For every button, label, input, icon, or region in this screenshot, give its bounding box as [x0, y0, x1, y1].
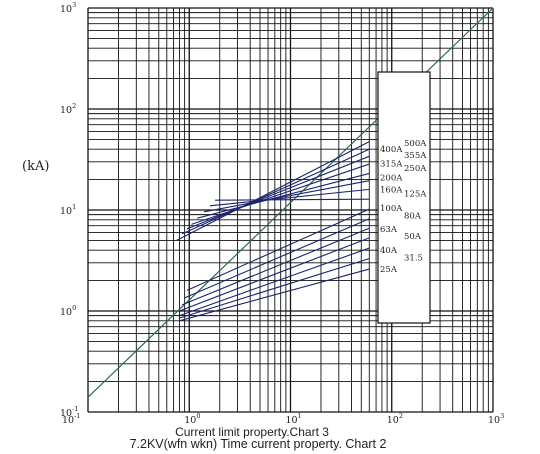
x-tick-label: 102: [387, 412, 403, 426]
tick-exponent: 1: [298, 412, 302, 420]
series-line-63a: [181, 227, 370, 306]
series-label-right: 50A: [404, 232, 422, 242]
y-tick-label: 100: [60, 304, 76, 318]
tick-exponent: 1: [72, 203, 76, 211]
series-label-left: 200A: [380, 173, 403, 183]
legend-panel: [377, 71, 431, 324]
legend-box: [377, 71, 431, 324]
series-label-right: 250A: [404, 164, 427, 174]
series-group: [176, 141, 370, 322]
series-label-left: 63A: [380, 225, 398, 235]
tick-exponent: 2: [72, 102, 76, 110]
series-label-left: 25A: [380, 265, 398, 275]
series-line-250a: [197, 172, 370, 219]
caption-time-current: 7.2KV(wfn wkn) Time current property. Ch…: [129, 437, 387, 451]
series-labels: 400A 315A 200A 160A 100A 63A 40A 25A 500A 355A 250…: [380, 139, 427, 275]
y-axis-label: (kA): [22, 159, 49, 174]
x-tick-label: 10-1: [62, 412, 80, 426]
tick-exponent: 0: [72, 304, 76, 312]
series-label-right: 80A: [404, 212, 422, 222]
y-tick-label: 103: [60, 1, 76, 15]
series-line-31-5: [179, 258, 370, 319]
series-label-left: 40A: [380, 246, 398, 256]
y-tick-label: 101: [60, 203, 76, 217]
series-line-50a: [179, 237, 370, 312]
series-label-left: 100A: [380, 204, 403, 214]
series-line-100a: [186, 208, 370, 291]
tick-exponent: 2: [399, 412, 403, 420]
tick-exponent: 3: [72, 1, 76, 9]
series-line-40a: [179, 247, 370, 317]
series-line-400a: [181, 148, 370, 235]
tick-exponent: 0: [196, 412, 200, 420]
tick-exponent: -1: [72, 405, 78, 413]
caption-current-limit: Current limit property.Chart 3: [175, 425, 329, 439]
y-tick-label: 102: [60, 102, 76, 116]
series-line-160a: [209, 188, 370, 207]
tick-exponent: -1: [74, 412, 80, 420]
grid: [87, 7, 494, 413]
series-label-left: 160A: [380, 185, 403, 195]
series-line-355a: [186, 155, 370, 230]
series-line-500a: [176, 141, 370, 241]
x-tick-label: 103: [488, 412, 504, 426]
series-line-125a: [215, 198, 370, 201]
x-tick-label: 101: [286, 412, 302, 426]
tick-exponent: 3: [500, 412, 504, 420]
series-line-315a: [191, 163, 370, 225]
x-tick-label: 100: [184, 412, 200, 426]
series-line-80a: [184, 218, 370, 299]
series-label-right: 31.5: [404, 253, 423, 263]
series-label-right: 500A: [404, 139, 427, 149]
series-line-200a: [203, 180, 370, 213]
series-line-25a: [179, 268, 370, 322]
series-label-left: 315A: [380, 159, 403, 169]
series-label-right: 355A: [404, 151, 427, 161]
series-label-left: 400A: [380, 145, 403, 155]
series-label-right: 125A: [404, 190, 427, 200]
